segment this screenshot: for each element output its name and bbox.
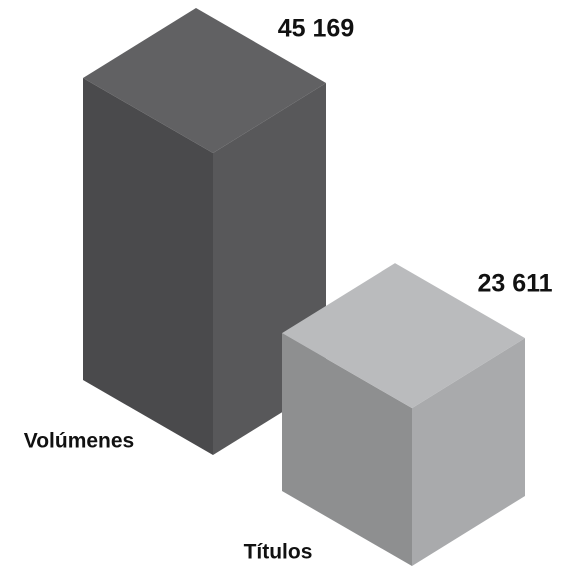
category-label: Volúmenes [24, 430, 134, 453]
value-label: 45 169 [278, 15, 354, 43]
value-label: 23 611 [477, 270, 552, 298]
bar-left-face [282, 333, 412, 566]
bar-top-face [83, 8, 326, 153]
bar-top-face [282, 263, 525, 409]
category-label: Títulos [244, 541, 313, 564]
bar-right-face [412, 338, 525, 566]
bar-left-face [83, 78, 213, 455]
